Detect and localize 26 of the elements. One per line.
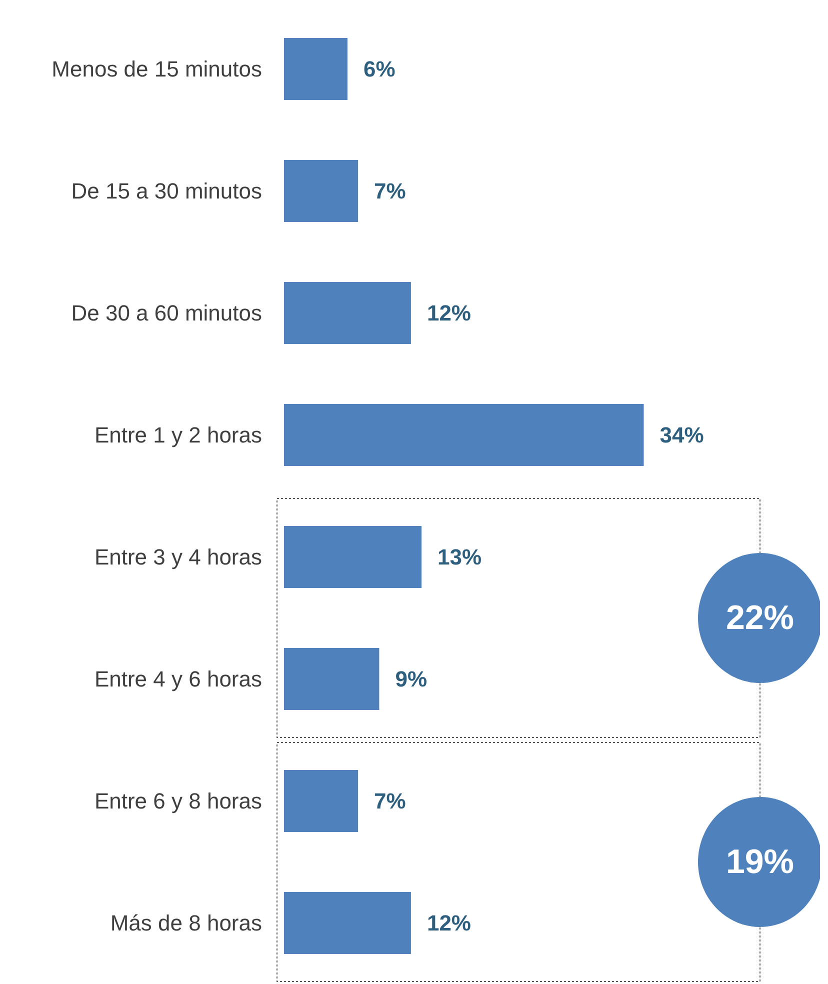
data-label: 7% [374, 788, 406, 814]
bar [284, 282, 411, 344]
y-tick-label: Entre 1 y 2 horas [94, 422, 262, 448]
y-tick-label: Menos de 15 minutos [52, 56, 262, 82]
text: 22% [726, 599, 794, 637]
y-tick-label: Entre 3 y 4 horas [94, 544, 262, 570]
y-tick-label: De 15 a 30 minutos [71, 178, 262, 204]
bar [284, 404, 644, 466]
bar [284, 526, 422, 588]
bar [284, 38, 348, 100]
data-label: 12% [426, 910, 472, 936]
y-tick-label: Más de 8 horas [110, 910, 262, 936]
bar [284, 770, 358, 832]
text: 19% [726, 843, 794, 881]
y-tick-label: De 30 a 60 minutos [71, 300, 262, 326]
y-tick-label: Entre 4 y 6 horas [94, 666, 262, 692]
data-label: 34% [660, 422, 704, 448]
bar [284, 892, 411, 954]
bar [284, 648, 380, 710]
data-label: 13% [438, 544, 482, 570]
data-label: 12% [426, 300, 472, 326]
data-label: 9% [395, 666, 428, 692]
data-label: 6% [363, 56, 396, 82]
data-label: 7% [374, 178, 406, 204]
y-tick-label: Entre 6 y 8 horas [94, 788, 262, 814]
bar [284, 160, 358, 222]
